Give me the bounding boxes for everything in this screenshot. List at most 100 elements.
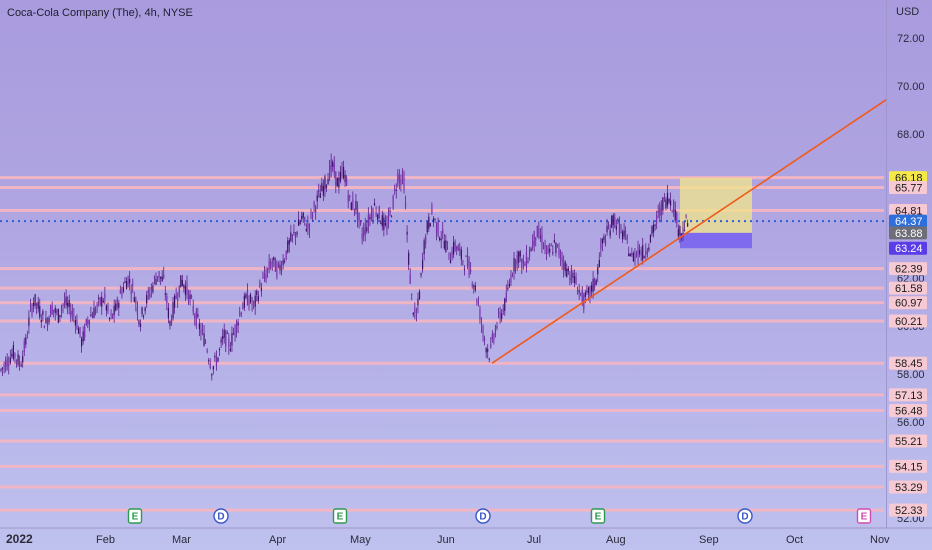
- price-tag: [889, 314, 927, 328]
- candle-body: [160, 276, 162, 279]
- candle-body: [466, 255, 469, 267]
- candle-body: [572, 272, 574, 278]
- candle-body: [615, 226, 617, 230]
- candle-body: [74, 320, 76, 326]
- event-letter: E: [337, 512, 344, 523]
- candle-body: [79, 327, 81, 335]
- profit-zone[interactable]: [680, 177, 752, 233]
- candle-body: [222, 336, 224, 340]
- x-axis[interactable]: 2022 Feb Mar Apr May Jun Jul Aug Sep Oct Nov: [6, 532, 890, 546]
- stop-zone[interactable]: [680, 232, 752, 249]
- candle-body: [406, 231, 408, 235]
- candle-body: [682, 227, 684, 238]
- dividend-marker[interactable]: [213, 508, 229, 524]
- candle-body: [342, 167, 345, 178]
- candle-body: [597, 267, 599, 275]
- earnings-marker[interactable]: [856, 508, 872, 524]
- candle-body: [37, 301, 39, 309]
- price-tag: [889, 204, 927, 218]
- candle-body: [51, 304, 53, 314]
- dividend-marker[interactable]: [475, 508, 491, 524]
- candle-body: [432, 218, 435, 222]
- earnings-marker[interactable]: [332, 508, 348, 524]
- candle-body: [150, 287, 152, 291]
- candle-body: [290, 232, 292, 242]
- candle-body: [132, 283, 134, 286]
- candle-body: [522, 258, 524, 264]
- dividend-marker[interactable]: [737, 508, 753, 524]
- candle-body: [640, 253, 642, 256]
- candle-body: [594, 278, 596, 288]
- candle-body: [437, 222, 439, 236]
- candle-body: [398, 175, 400, 182]
- candle-body: [350, 202, 352, 210]
- candle-body: [139, 323, 142, 328]
- candle-body: [623, 230, 625, 237]
- candle-body: [149, 293, 151, 298]
- candle-body: [71, 310, 73, 315]
- candle-body: [674, 209, 676, 221]
- candle-body: [251, 303, 253, 306]
- price-tag: [889, 262, 927, 276]
- candle-body: [401, 172, 404, 179]
- candle-body: [223, 329, 225, 338]
- candle-body: [313, 201, 315, 207]
- x-tick-label: Apr: [269, 534, 286, 546]
- candle-body: [612, 215, 614, 225]
- earnings-marker[interactable]: [590, 508, 606, 524]
- candle-body: [552, 252, 554, 254]
- candle-body: [490, 343, 492, 348]
- candle-body: [383, 217, 385, 230]
- candle-body: [367, 214, 369, 227]
- candle-body: [14, 353, 16, 358]
- candle-body: [372, 209, 374, 218]
- earnings-marker[interactable]: [127, 508, 143, 524]
- candle-body: [116, 298, 118, 308]
- candle-body: [284, 261, 286, 263]
- candle-body: [620, 227, 622, 229]
- trendline[interactable]: [491, 98, 888, 364]
- candle-body: [564, 261, 566, 271]
- candle-body: [267, 268, 269, 272]
- candle-body: [449, 260, 452, 264]
- candle-body: [26, 337, 28, 339]
- candle-body: [189, 294, 191, 300]
- candle-body: [198, 323, 200, 330]
- candle-body: [308, 224, 311, 231]
- candle-body: [420, 273, 422, 276]
- candle-body: [1, 367, 4, 369]
- candle-body: [260, 288, 262, 291]
- candle-body: [426, 222, 428, 233]
- candle-body: [418, 291, 421, 300]
- candle-body: [133, 297, 135, 302]
- candle-body: [676, 213, 678, 225]
- candle-body: [265, 274, 267, 281]
- candle-body: [414, 307, 416, 314]
- candle-body: [595, 280, 597, 285]
- candle-body: [298, 219, 300, 226]
- candle-body: [561, 258, 563, 262]
- price-tag: [889, 296, 927, 310]
- candle-body: [397, 173, 399, 185]
- event-letter: D: [217, 512, 224, 523]
- candle-body: [211, 374, 213, 376]
- candle-body: [40, 320, 42, 323]
- price-tag: [889, 171, 927, 185]
- candle-body: [673, 201, 675, 212]
- candle-body: [639, 250, 641, 254]
- candle-body: [657, 211, 659, 213]
- price-tag: [889, 281, 927, 295]
- candle-body: [645, 250, 647, 256]
- candle-body: [651, 226, 653, 234]
- candle-body: [446, 241, 448, 244]
- candle-body: [577, 293, 579, 295]
- candle-body: [454, 242, 456, 250]
- event-letter: D: [741, 512, 748, 523]
- candle-body: [652, 224, 655, 233]
- candle-body: [170, 319, 173, 324]
- candle-body: [339, 172, 342, 182]
- price-tag-label: 55.21: [895, 436, 923, 448]
